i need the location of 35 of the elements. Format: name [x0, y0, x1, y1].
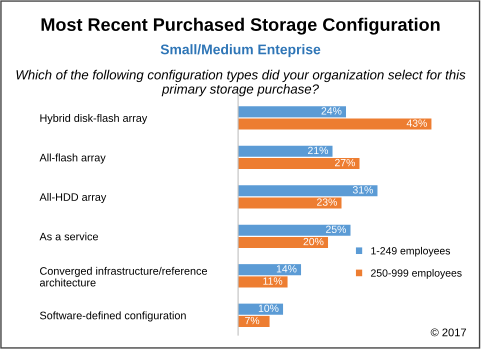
- bar: [238, 236, 328, 248]
- data-label: 24%: [322, 107, 342, 115]
- bar: [238, 197, 342, 209]
- data-label: 11%: [263, 277, 282, 285]
- legend-label: 1-249 employees: [371, 246, 450, 257]
- bar: [238, 106, 346, 118]
- data-label: 31%: [352, 186, 373, 194]
- data-label: 14%: [276, 265, 297, 272]
- bar: [238, 118, 432, 130]
- chart-title: Most Recent Purchased Storage Configuration: [42, 18, 440, 35]
- chart-subtitle: Small/Medium Enteprise: [160, 44, 320, 58]
- y-tick-label: Converged infrastructure/reference architecture: [40, 266, 208, 286]
- bar: [238, 316, 270, 327]
- bar: [238, 264, 302, 276]
- y-tick-label: All-HDD array: [40, 192, 106, 204]
- annotation: © 2017: [430, 328, 466, 336]
- data-label: 25%: [326, 226, 346, 234]
- annotation: Which of the following configuration types did your organization select for this primary storage purchase?: [16, 70, 466, 96]
- bar: [238, 146, 333, 157]
- y-tick-label: As a service: [40, 232, 98, 240]
- legend-label: 250-999 employees: [371, 269, 462, 279]
- y-tick-label: Software-defined configuration: [40, 311, 186, 322]
- data-label: 23%: [317, 198, 337, 206]
- bar: [238, 158, 360, 170]
- data-label: 7%: [245, 316, 260, 324]
- bar: [238, 224, 351, 236]
- y-tick-label: All-flash array: [40, 153, 106, 164]
- data-label: 21%: [308, 146, 328, 154]
- bar: [238, 185, 378, 196]
- data-label: 27%: [335, 158, 355, 166]
- data-label: 10%: [258, 304, 279, 312]
- data-label: 43%: [406, 119, 427, 127]
- bar: [238, 276, 288, 288]
- y-tick-label: Hybrid disk-flash array: [40, 114, 148, 124]
- data-label: 20%: [304, 238, 324, 246]
